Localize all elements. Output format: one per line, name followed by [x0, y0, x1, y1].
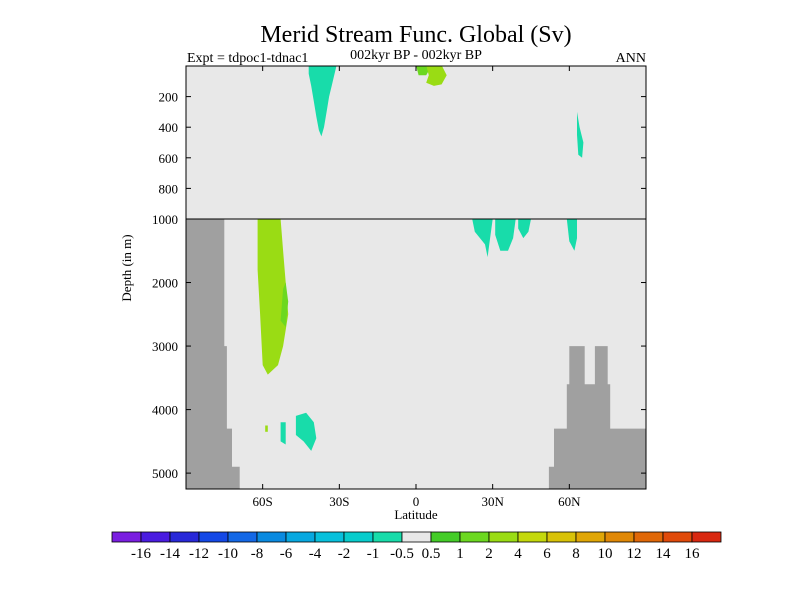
upper-anomaly-1 [308, 66, 337, 137]
colorbar-swatch [401, 531, 432, 543]
colorbar-swatch [575, 531, 606, 543]
colorbar-swatch [111, 531, 142, 543]
upper-panel-background [186, 66, 646, 219]
lower-anomaly-9 [566, 219, 577, 251]
x-tick-label: 60S [253, 494, 273, 509]
upper-anomaly-3 [426, 66, 447, 86]
colorbar-label: 8 [572, 546, 580, 562]
x-tick-label: 60N [558, 494, 581, 509]
north-ridge [548, 346, 646, 489]
colorbar-label: -10 [218, 546, 238, 562]
y-tick-label: 4000 [152, 403, 178, 418]
lower-anomaly-6 [472, 219, 493, 258]
upper-anomaly-2 [416, 66, 429, 76]
colorbar: -16 -14 -12 -10 -8 -6 -4 -2 -1 -0.5 0.5 1 2 4 6 8 10 12 14… [111, 531, 722, 562]
lower-anomaly-4 [280, 422, 286, 445]
colorbar-label: 0.5 [422, 546, 441, 562]
y-tick-label: 1000 [152, 212, 178, 227]
colorbar-swatch [430, 531, 461, 543]
x-tick-label: 30S [329, 494, 349, 509]
colorbar-swatch [372, 531, 403, 543]
colorbar-label: -12 [189, 546, 209, 562]
colorbar-swatch [691, 531, 722, 543]
colorbar-swatch [198, 531, 229, 543]
colorbar-swatch [256, 531, 287, 543]
colorbar-swatch [517, 531, 548, 543]
lower-anomaly-1 [257, 219, 289, 375]
colorbar-label: 12 [627, 546, 642, 562]
period-label: 002kyr BP - 002kyr BP [350, 48, 482, 63]
lower-anomaly-8 [518, 219, 531, 239]
upper-anomaly-4 [577, 111, 584, 158]
chart-title: Merid Stream Func. Global (Sv) [260, 22, 571, 48]
lower-anomaly-7 [495, 219, 516, 251]
colorbar-label: 4 [514, 546, 522, 562]
y-tick-label: 400 [159, 120, 179, 135]
y-axis-label: Depth (in m) [119, 234, 134, 301]
colorbar-label: 14 [656, 546, 672, 562]
colorbar-swatch [314, 531, 345, 543]
colorbar-label: -2 [338, 546, 351, 562]
season-label: ANN [616, 51, 646, 66]
colorbar-label: 10 [598, 546, 613, 562]
colorbar-swatch [546, 531, 577, 543]
lower-anomaly-3 [295, 412, 317, 451]
colorbar-swatch [488, 531, 519, 543]
colorbar-swatch [343, 531, 374, 543]
colorbar-label: -14 [160, 546, 180, 562]
y-tick-label: 5000 [152, 466, 178, 481]
y-tick-label: 600 [159, 151, 179, 166]
y-tick-label: 200 [159, 90, 179, 105]
colorbar-swatch [140, 531, 171, 543]
colorbar-swatch [633, 531, 664, 543]
colorbar-label: -8 [251, 546, 264, 562]
colorbar-label: -0.5 [390, 546, 414, 562]
colorbar-label: -6 [280, 546, 293, 562]
x-tick-label: 0 [413, 494, 420, 509]
colorbar-swatch [227, 531, 258, 543]
lower-anomaly-2 [280, 282, 289, 327]
y-tick-label: 3000 [152, 339, 178, 354]
y-tick-label: 800 [159, 181, 179, 196]
colorbar-label: -16 [131, 546, 151, 562]
colorbar-swatch [169, 531, 200, 543]
upper-panel: 200 400 600 800 [159, 65, 647, 220]
experiment-label: Expt = tdpoc1-tdnac1 [187, 51, 308, 66]
x-axis-label: Latitude [394, 507, 438, 522]
south-ridge [186, 219, 240, 489]
y-tick-label: 2000 [152, 276, 178, 291]
lower-anomaly-5 [265, 425, 268, 432]
colorbar-label: 16 [685, 546, 701, 562]
colorbar-label: 6 [543, 546, 551, 562]
x-tick-label: 30N [481, 494, 504, 509]
colorbar-label: -4 [309, 546, 322, 562]
colorbar-label: 2 [485, 546, 493, 562]
lower-panel: 1000 2000 3000 4000 5000 [152, 212, 647, 490]
colorbar-swatch [604, 531, 635, 543]
colorbar-swatch [459, 531, 490, 543]
colorbar-swatch [662, 531, 693, 543]
colorbar-label: -1 [367, 546, 380, 562]
colorbar-swatch [285, 531, 316, 543]
colorbar-label: 1 [456, 546, 464, 562]
